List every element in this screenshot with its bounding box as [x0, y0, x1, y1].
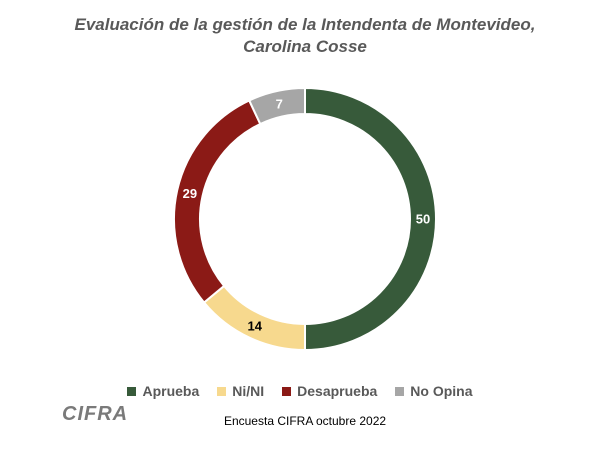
donut-slice-desaprueba — [173, 99, 262, 304]
legend-swatch-desaprueba — [282, 386, 292, 396]
data-label-no-opina: 7 — [276, 96, 283, 111]
source-note: Encuesta CIFRA octubre 2022 — [223, 414, 387, 428]
data-label-desaprueba: 29 — [183, 186, 197, 201]
legend-item-desaprueba: Desaprueba — [282, 383, 377, 399]
cifra-logo: CIFRA — [62, 403, 129, 425]
donut-slice-no-opina — [247, 86, 306, 126]
legend-swatch-ni-ni — [217, 386, 227, 396]
legend-swatch-no-opina — [395, 386, 405, 396]
legend-label-aprueba: Aprueba — [142, 383, 200, 399]
legend-label-ni-ni: Ni/NI — [232, 383, 265, 399]
data-label-aprueba: 50 — [416, 212, 430, 227]
donut-slices — [173, 86, 437, 352]
donut-slice-aprueba — [304, 86, 437, 352]
donut-labels: 50 14 29 7 — [183, 96, 431, 333]
legend-swatch-aprueba — [127, 386, 137, 396]
data-label-ni-ni: 14 — [248, 318, 263, 333]
chart-legend: Aprueba Ni/NI Desaprueba No Opina — [0, 383, 600, 399]
legend-label-no-opina: No Opina — [410, 383, 473, 399]
legend-item-ni-ni: Ni/NI — [217, 383, 264, 399]
legend-item-aprueba: Aprueba — [127, 383, 199, 399]
legend-item-no-opina: No Opina — [395, 383, 473, 399]
legend-label-desaprueba: Desaprueba — [297, 383, 378, 399]
chart-title: Evaluación de la gestión de la Intendent… — [74, 15, 536, 56]
